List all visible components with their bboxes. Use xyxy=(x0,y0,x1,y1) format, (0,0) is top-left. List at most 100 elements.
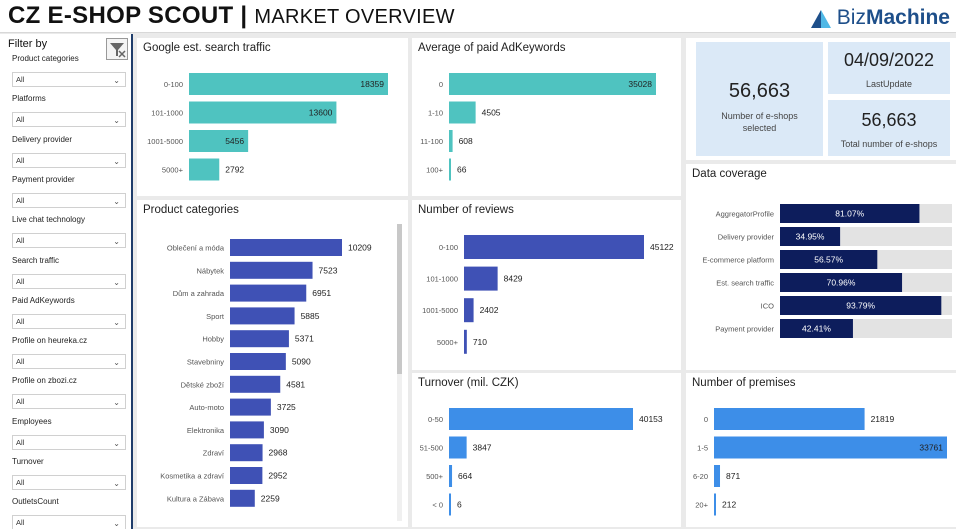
filter-label: Payment provider xyxy=(12,174,75,184)
bar[interactable] xyxy=(230,421,264,439)
filter-dropdown[interactable]: All ⌄ xyxy=(12,233,126,249)
filter-dropdown[interactable]: All ⌄ xyxy=(12,192,126,208)
bar[interactable] xyxy=(189,101,337,124)
bar[interactable] xyxy=(449,158,451,181)
bar[interactable] xyxy=(464,329,467,354)
data-label: 5090 xyxy=(292,357,311,367)
bar[interactable] xyxy=(449,73,656,95)
turnover-chart: 0-50 40153 51-500 3847 500+ 664 < 0 6 xyxy=(420,408,663,516)
bar[interactable] xyxy=(449,101,476,124)
bar[interactable] xyxy=(189,130,249,152)
bar[interactable] xyxy=(230,444,263,462)
data-label: 2402 xyxy=(480,305,499,315)
bar[interactable] xyxy=(230,398,271,416)
data-label: 5885 xyxy=(301,311,320,321)
filter-value: All xyxy=(16,155,25,165)
data-label: 5456 xyxy=(225,136,244,146)
bar[interactable] xyxy=(230,261,313,279)
page-title: CZ E-SHOP SCOUT | MARKET OVERVIEW xyxy=(8,2,455,30)
bar[interactable] xyxy=(230,330,289,348)
panel-title-coverage: Data coverage xyxy=(692,168,767,180)
category-label: Hobby xyxy=(202,335,224,344)
bar[interactable] xyxy=(189,158,220,181)
filter-dropdown[interactable]: All ⌄ xyxy=(12,354,126,370)
filter-dropdown[interactable]: All ⌄ xyxy=(12,72,126,87)
bar[interactable] xyxy=(449,130,453,152)
filter-label: Employees xyxy=(12,416,52,426)
bar[interactable] xyxy=(449,465,453,487)
filter-dropdown[interactable]: All ⌄ xyxy=(12,394,126,410)
bar[interactable] xyxy=(449,436,467,459)
bar[interactable] xyxy=(780,204,920,223)
bar[interactable] xyxy=(780,250,878,269)
data-label: 93.79% xyxy=(846,301,875,311)
category-label: 6-20 xyxy=(693,472,708,481)
bar[interactable] xyxy=(449,493,451,516)
bar[interactable] xyxy=(230,489,255,507)
filter-value: All xyxy=(16,316,25,326)
filter-label: Product categories xyxy=(12,54,79,63)
data-label: 2952 xyxy=(268,471,287,481)
bar[interactable] xyxy=(780,296,942,315)
bar[interactable] xyxy=(714,493,716,516)
category-label: Zdraví xyxy=(203,449,225,458)
category-label: 1001-5000 xyxy=(422,306,458,315)
category-label: Sport xyxy=(206,312,225,321)
data-label: 710 xyxy=(473,337,487,347)
chevron-down-icon: ⌄ xyxy=(113,277,120,287)
filter-dropdown[interactable]: All ⌄ xyxy=(12,313,126,329)
category-label: Elektronika xyxy=(187,426,225,435)
filter-label: Profile on zbozi.cz xyxy=(12,376,77,386)
filter-group: Profile on heureka.cz All ⌄ xyxy=(12,335,126,370)
filter-dropdown[interactable]: All ⌄ xyxy=(12,273,126,289)
bar[interactable] xyxy=(230,353,286,370)
filter-value: All xyxy=(16,195,25,205)
filter-dropdown[interactable]: All ⌄ xyxy=(12,515,126,529)
filter-dropdown[interactable]: All ⌄ xyxy=(12,152,126,168)
category-label: < 0 xyxy=(432,501,443,510)
bar[interactable] xyxy=(230,239,342,256)
bar[interactable] xyxy=(230,307,295,325)
category-label: Est. search traffic xyxy=(716,279,774,288)
categories-scrollbar[interactable] xyxy=(397,224,402,521)
bar[interactable] xyxy=(780,273,903,292)
bar[interactable] xyxy=(780,319,853,338)
filter-group: Search traffic All ⌄ xyxy=(12,255,126,289)
category-label: 11-100 xyxy=(420,137,443,146)
bar[interactable] xyxy=(464,235,644,259)
filter-dropdown[interactable]: All ⌄ xyxy=(12,475,126,490)
panel-title-premises: Number of premises xyxy=(692,377,796,389)
categories-scrollbar-thumb[interactable] xyxy=(397,224,402,374)
kpi-total-value: 56,663 xyxy=(861,110,917,130)
bar[interactable] xyxy=(714,408,865,430)
category-label: Stavebniny xyxy=(187,358,224,367)
bar[interactable] xyxy=(230,467,263,484)
filter-group: Live chat technology All ⌄ xyxy=(12,214,126,249)
bar[interactable] xyxy=(714,436,947,459)
kpi-selected-eshops: 56,663 Number of e-shops selected xyxy=(696,42,823,156)
bar[interactable] xyxy=(449,408,633,430)
bar[interactable] xyxy=(464,298,474,323)
bar[interactable] xyxy=(714,465,721,487)
data-label: 8429 xyxy=(504,274,523,284)
filter-dropdown[interactable]: All ⌄ xyxy=(12,434,126,450)
category-label: 1-10 xyxy=(428,109,443,118)
bar[interactable] xyxy=(189,73,388,95)
data-label: 21819 xyxy=(871,414,895,424)
category-label: 5000+ xyxy=(162,166,184,175)
bar[interactable] xyxy=(464,266,498,291)
filter-dropdown[interactable]: All ⌄ xyxy=(12,112,126,128)
filter-value: All xyxy=(16,478,25,487)
bar[interactable] xyxy=(230,284,307,302)
filter-value: All xyxy=(16,115,25,125)
panel-premises: Number of premises 0 21819 1-5 33761 6-20 871… xyxy=(686,373,956,527)
bar[interactable] xyxy=(230,375,281,393)
filter-label: Profile on heureka.cz xyxy=(12,336,88,346)
category-label: 0 xyxy=(439,80,443,89)
category-label: Kosmetika a zdraví xyxy=(160,472,225,481)
chevron-down-icon: ⌄ xyxy=(113,317,120,327)
bar[interactable] xyxy=(780,227,841,246)
clear-filter-icon[interactable] xyxy=(106,38,128,60)
data-label: 3847 xyxy=(473,443,492,453)
panel-adkeywords: Average of paid AdKeywords 0 35028 1-10 450… xyxy=(412,38,681,196)
